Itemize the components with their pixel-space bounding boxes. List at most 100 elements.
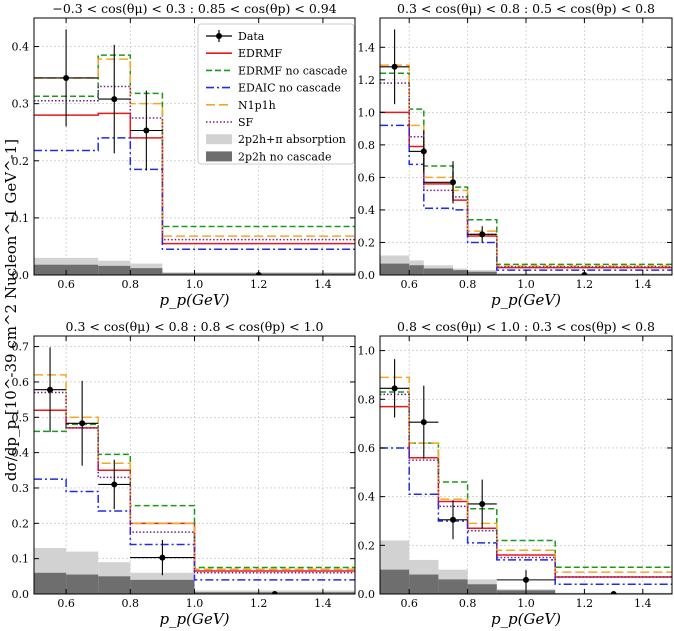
data-point-1 — [409, 385, 439, 459]
y-tick-label-0: 0.0 — [12, 269, 30, 282]
data-marker — [391, 63, 398, 70]
data-point-3 — [467, 226, 497, 243]
y-tick-label-2: 0.2 — [12, 517, 30, 530]
y-tick-label-0: 0.0 — [358, 269, 376, 282]
data-marker — [159, 554, 166, 561]
panel-title: 0.8 < cos(θμ) < 1.0 : 0.3 < cos(θp) < 0.… — [397, 319, 655, 334]
legend-label: 2p2h no cascade — [238, 150, 331, 163]
x-tick-label-3: 1.2 — [250, 597, 268, 610]
data-point-4 — [496, 570, 556, 590]
data-marker — [111, 481, 118, 488]
x-tick-label-3: 1.2 — [576, 597, 594, 610]
x-tick-label-0: 0.6 — [400, 597, 418, 610]
x-tick-label-2: 1.0 — [186, 597, 204, 610]
noc-band-bin-0 — [34, 264, 99, 275]
x-axis-label: p_p(GeV) — [491, 291, 561, 309]
y-tick-label-3: 0.3 — [12, 482, 30, 495]
x-tick-label-4: 1.4 — [314, 597, 332, 610]
x-tick-label-3: 1.2 — [250, 278, 268, 291]
legend-label: EDRMF no cascade — [238, 64, 347, 77]
y-tick-label-5: 1.0 — [358, 345, 376, 358]
x-axis-label: p_p(GeV) — [491, 610, 561, 628]
y-tick-label-1: 0.1 — [12, 212, 30, 225]
data-point-0 — [380, 359, 410, 418]
legend-entry-N1p1h: N1p1h — [206, 99, 276, 112]
noc-band-bin-2 — [130, 268, 163, 275]
legend-label: EDRMF — [238, 47, 282, 60]
y-tick-label-1: 0.1 — [12, 553, 30, 566]
noc-band-bin-4 — [467, 271, 497, 275]
data-marker — [63, 74, 70, 81]
data-marker — [450, 179, 456, 186]
data-marker — [111, 96, 118, 103]
panel-title: 0.3 < cos(θμ) < 0.8 : 0.5 < cos(θp) < 0.… — [397, 1, 655, 16]
data-marker — [391, 385, 398, 392]
noc-band-bin-1 — [409, 265, 424, 275]
noc-band-bin-2 — [438, 579, 468, 594]
noc-band-bin-1 — [98, 265, 131, 275]
y-tick-label-7: 1.4 — [358, 41, 376, 54]
y-tick-label-4: 0.8 — [358, 139, 376, 152]
x-tick-label-1: 0.8 — [122, 597, 140, 610]
legend-label: SF — [238, 116, 254, 129]
x-tick-label-4: 1.4 — [634, 597, 652, 610]
y-tick-label-0: 0.0 — [358, 588, 376, 601]
x-tick-label-0: 0.6 — [57, 278, 75, 291]
y-tick-label-3: 0.3 — [12, 98, 30, 111]
noc-band-bin-0 — [34, 572, 67, 594]
data-point-3 — [467, 479, 497, 529]
x-tick-label-0: 0.6 — [400, 278, 418, 291]
noc-band-bin-3 — [467, 584, 497, 594]
noc-band-bin-0 — [380, 263, 410, 275]
y-tick-label-2: 0.2 — [12, 155, 30, 168]
legend-entry-SF: SF — [206, 116, 254, 129]
noc-band-bin-2 — [98, 576, 131, 594]
panel-title: 0.3 < cos(θμ) < 0.8 : 0.8 < cos(θp) < 1.… — [66, 319, 324, 334]
data-marker — [420, 419, 427, 426]
legend-swatch-marker — [216, 33, 222, 39]
plot-area — [34, 18, 355, 275]
x-tick-label-1: 0.8 — [459, 597, 477, 610]
legend: Data EDRMF EDRMF no cascade EDAIC no cascad… — [197, 23, 355, 165]
SF-series-line — [34, 85, 355, 241]
x-tick-label-1: 0.8 — [459, 278, 477, 291]
noc-band-bin-0 — [380, 569, 410, 594]
legend-swatch-patch — [206, 151, 232, 162]
y-tick-label-4: 0.4 — [12, 41, 30, 54]
panel-title: −0.3 < cos(θμ) < 0.3 : 0.85 < cos(θp) < … — [52, 1, 336, 16]
panel-2: 0.6 0.8 1.0 1.2 1.4 0.0 0.2 0.4 0.6 0.8 1.0 1.2 1.4 0… — [358, 1, 673, 309]
legend-entry-EDRMF_nc: EDRMF no cascade — [206, 64, 347, 77]
y-tick-label-1: 0.2 — [358, 539, 376, 552]
legend-label: N1p1h — [238, 99, 276, 112]
y-tick-label-3: 0.6 — [358, 442, 376, 455]
plot-area — [380, 18, 672, 275]
x-axis-label: p_p(GeV) — [159, 610, 229, 628]
x-tick-label-1: 0.8 — [122, 278, 140, 291]
panel-4: 0.6 0.8 1.0 1.2 1.4 0.0 0.2 0.4 0.6 0.8 1.0 0.8 < c… — [358, 319, 673, 628]
data-marker — [610, 591, 617, 594]
SF-series-line — [380, 82, 672, 268]
data-point-3 — [130, 539, 195, 576]
legend-label: EDAIC no cascade — [238, 82, 341, 95]
data-point-1 — [409, 130, 427, 173]
noc-band-bin-1 — [409, 574, 439, 594]
y-tick-label-0: 0.0 — [12, 588, 30, 601]
x-tick-label-2: 1.0 — [517, 597, 535, 610]
EDRMF_nc-series-line — [380, 391, 672, 568]
EDAIC_nc-series-line — [380, 447, 672, 586]
y-tick-label-3: 0.6 — [358, 171, 376, 184]
x-tick-label-2: 1.0 — [517, 278, 535, 291]
y-tick-label-1: 0.2 — [358, 236, 376, 249]
data-point-1 — [98, 44, 131, 154]
data-point-1 — [66, 380, 99, 466]
y-tick-label-4: 0.4 — [12, 447, 30, 460]
EDAIC_nc-series-line — [380, 124, 672, 271]
data-marker — [479, 500, 486, 507]
y-tick-label-7: 0.7 — [12, 341, 30, 354]
legend-entry-EDRMF: EDRMF — [206, 47, 282, 60]
data-marker — [523, 576, 529, 583]
panel-1: 0.6 0.8 1.0 1.2 1.4 0.0 0.1 0.2 0.3 0.4 −0.3 < cos… — [12, 1, 356, 309]
data-point-0 — [34, 29, 99, 127]
x-tick-label-4: 1.4 — [634, 278, 652, 291]
